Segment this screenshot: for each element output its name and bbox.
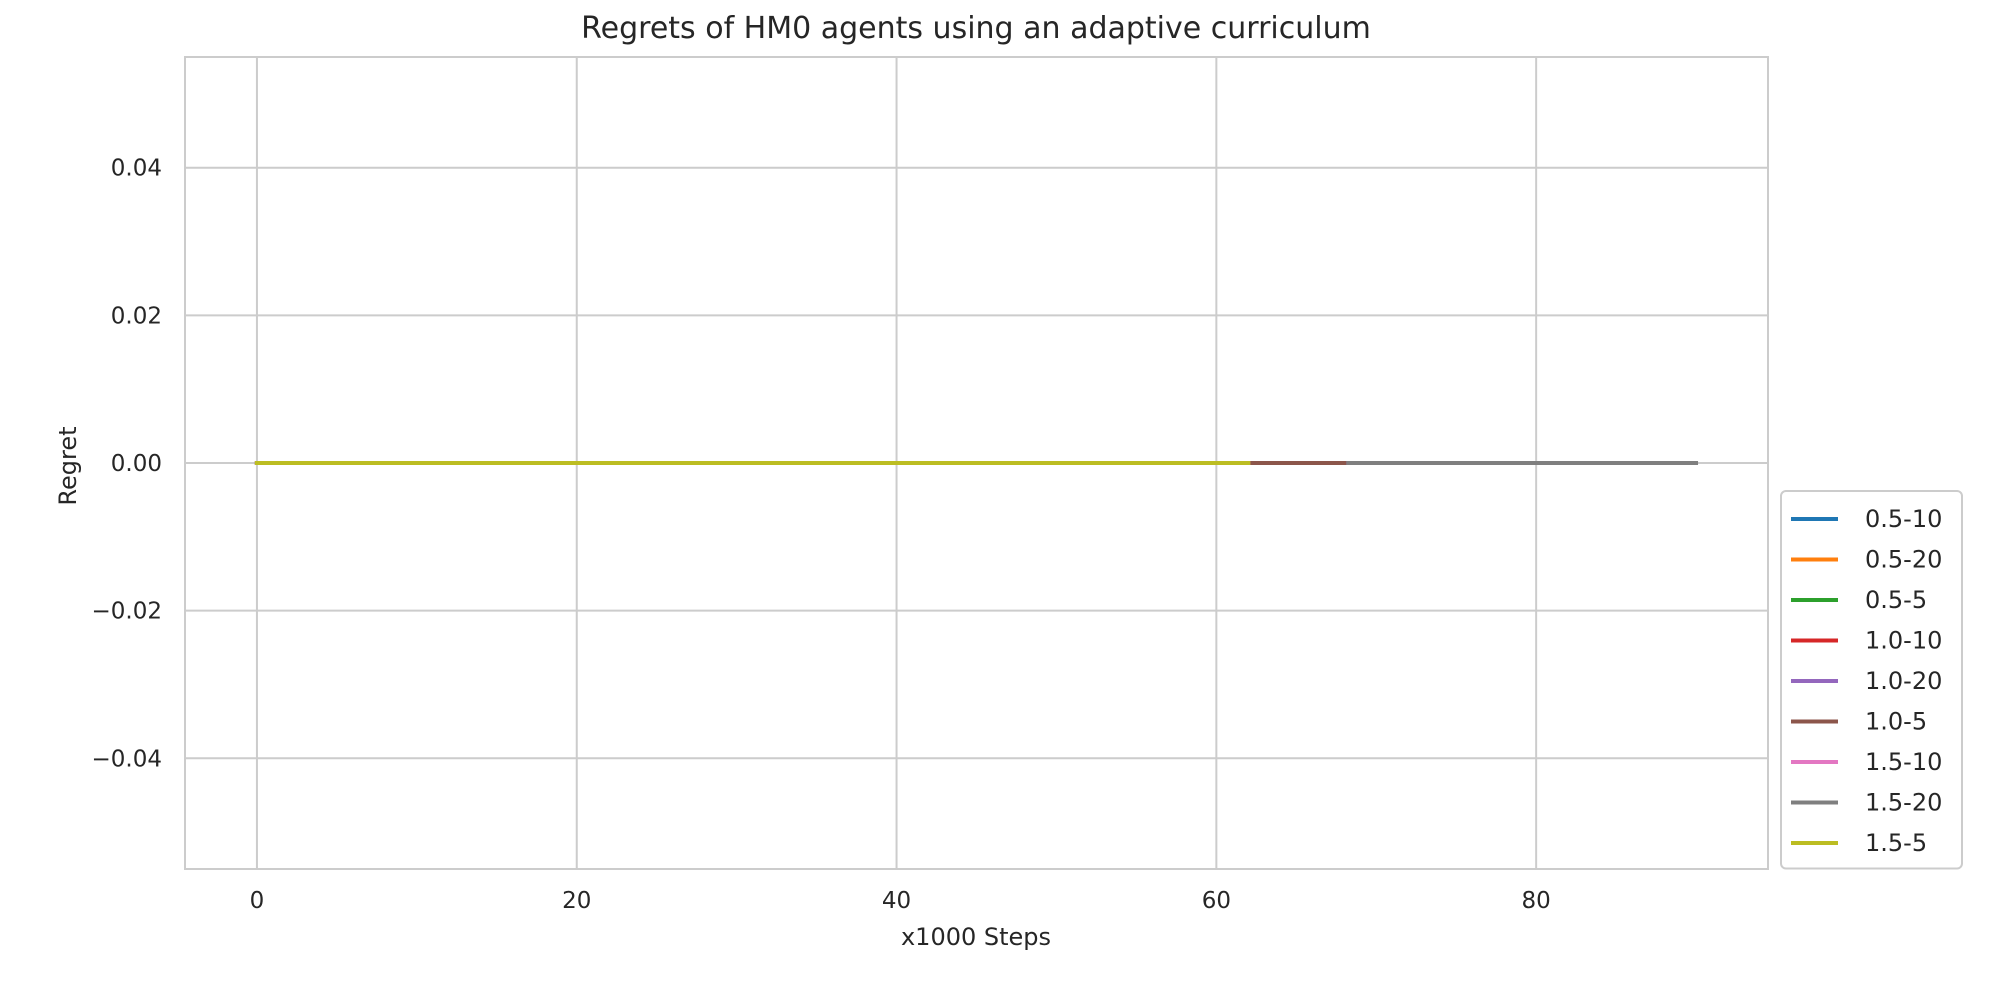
y-tick-label: 0.00	[111, 451, 162, 477]
legend-label: 1.0-5	[1865, 708, 1927, 736]
y-tick-label: 0.04	[111, 156, 162, 182]
y-axis-label: Regret	[54, 426, 82, 505]
y-tick-label: −0.02	[92, 599, 162, 625]
chart-title: Regrets of HM0 agents using an adaptive …	[581, 11, 1371, 46]
legend-label: 0.5-20	[1865, 546, 1942, 574]
legend-label: 1.5-20	[1865, 789, 1942, 817]
legend-box	[1780, 490, 1963, 870]
legend-entry: 1.0-20	[1791, 667, 1942, 695]
legend-label: 1.5-10	[1865, 748, 1942, 776]
x-tick-label: 60	[1202, 888, 1231, 914]
legend-entry: 0.5-5	[1791, 586, 1927, 614]
legend-entry: 0.5-10	[1791, 505, 1942, 533]
y-tick-label: −0.04	[92, 746, 162, 772]
x-tick-labels: 0 20 40 60 80	[250, 888, 1551, 914]
legend-entry: 1.0-5	[1791, 708, 1927, 736]
x-tick-label: 40	[882, 888, 911, 914]
x-axis-label: x1000 Steps	[901, 923, 1051, 951]
legend-label: 1.0-10	[1865, 627, 1942, 655]
x-tick-label: 20	[562, 888, 591, 914]
plot-area-frame	[184, 56, 1769, 870]
legend: 0.5-10 0.5-20 0.5-5 1.0-10 1.0-20 1.0-5 1.5-10…	[1780, 490, 1963, 870]
legend-label: 0.5-10	[1865, 505, 1942, 533]
legend-entry: 1.5-5	[1791, 829, 1927, 857]
x-tick-label: 80	[1522, 888, 1551, 914]
legend-entry: 1.5-20	[1791, 789, 1942, 817]
y-tick-labels: −0.04 −0.02 0.00 0.02 0.04	[92, 156, 162, 773]
legend-entry: 0.5-20	[1791, 546, 1942, 574]
y-tick-label: 0.02	[111, 303, 162, 329]
legend-entry: 1.5-10	[1791, 748, 1942, 776]
legend-label: 1.0-20	[1865, 667, 1942, 695]
x-tick-label: 0	[250, 888, 265, 914]
legend-entry: 1.0-10	[1791, 627, 1942, 655]
legend-label: 0.5-5	[1865, 586, 1927, 614]
legend-label: 1.5-5	[1865, 829, 1927, 857]
